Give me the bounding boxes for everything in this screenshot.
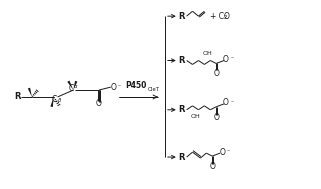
Text: α: α [74, 84, 78, 89]
Text: R: R [178, 56, 185, 65]
Text: C: C [69, 84, 74, 93]
Text: –: – [117, 84, 121, 89]
Text: O: O [96, 99, 102, 108]
Text: O: O [210, 162, 216, 171]
Text: O: O [219, 148, 225, 157]
Text: –: – [231, 56, 234, 60]
Polygon shape [28, 88, 32, 97]
Text: OleT: OleT [148, 87, 160, 91]
Text: –: – [231, 99, 234, 104]
Text: + CO: + CO [210, 12, 230, 21]
Text: OH: OH [191, 114, 200, 119]
Text: OH: OH [203, 51, 212, 56]
Text: 2: 2 [224, 15, 227, 20]
Text: O: O [214, 69, 220, 78]
Text: O: O [214, 113, 220, 122]
Text: P450: P450 [126, 81, 147, 90]
Text: R: R [178, 105, 185, 114]
Text: O: O [223, 55, 229, 64]
Text: C: C [52, 95, 57, 104]
Polygon shape [73, 81, 77, 90]
Polygon shape [67, 81, 73, 90]
Text: R: R [178, 12, 185, 21]
Text: O: O [111, 83, 117, 92]
Text: O: O [223, 98, 229, 107]
Text: β: β [57, 98, 61, 103]
Text: R: R [14, 92, 21, 101]
Polygon shape [50, 97, 54, 107]
Text: –: – [227, 148, 230, 153]
Text: R: R [178, 153, 185, 162]
